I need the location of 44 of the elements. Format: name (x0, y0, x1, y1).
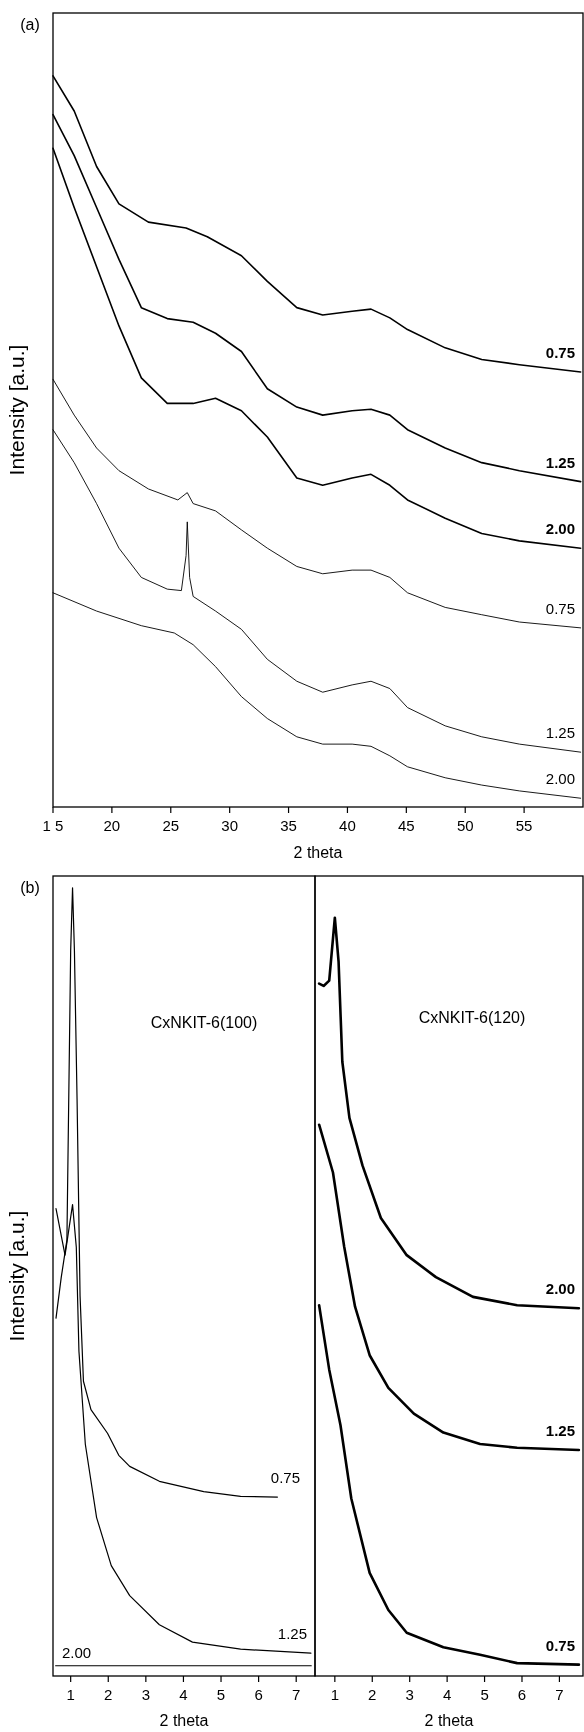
x-tick-label: 20 (103, 817, 121, 834)
series-label: 1.25 (545, 724, 575, 742)
x-tick-label: 30 (221, 817, 239, 834)
x-tick-label: 40 (339, 817, 356, 834)
series-label: 0.75 (270, 1469, 300, 1487)
y-axis-title: Intensity [a.u.] (5, 1210, 28, 1342)
x-tick-label: 7 (555, 1686, 564, 1703)
x-tick-label: 55 (515, 817, 533, 834)
x-tick-label: 2 (104, 1686, 113, 1703)
x-tick-label: 50 (456, 817, 474, 834)
series-label: 2.00 (62, 1643, 92, 1661)
x-tick-label: 4 (442, 1686, 452, 1703)
annotation: CxNKIT-6(100) (150, 1014, 258, 1031)
x-tick-label: 7 (292, 1686, 301, 1703)
x-tick-label: 5 (216, 1686, 226, 1703)
x-tick-label: 5 (480, 1686, 489, 1703)
x-tick-label: 3 (141, 1686, 151, 1703)
series-label: 1.25 (277, 1625, 307, 1643)
x-axis-title: 2 theta (159, 1712, 209, 1729)
series-label: 0.75 (545, 343, 575, 361)
x-tick-label: 1 (330, 1686, 340, 1703)
x-tick-label: 1 (66, 1686, 75, 1703)
x-axis-title: 2 theta (424, 1712, 474, 1729)
x-tick-label: 4 (179, 1686, 188, 1703)
series-label: 1.25 (545, 1422, 575, 1440)
x-tick-label: 6 (517, 1686, 527, 1703)
series-label: 2.00 (545, 770, 575, 788)
text: (b) (20, 879, 40, 896)
x-tick-label: 6 (254, 1686, 263, 1703)
y-axis-title: Intensity [a.u.] (5, 344, 28, 476)
series-label: 2.00 (545, 520, 575, 538)
text: (a) (20, 16, 40, 33)
x-axis-title: 2 theta (293, 844, 343, 861)
series-label: 1.25 (545, 453, 575, 471)
x-tick-label: 1 5 (42, 817, 64, 834)
x-tick-label: 2 (368, 1686, 377, 1703)
x-tick-label: 3 (405, 1686, 414, 1703)
x-tick-label: 35 (280, 817, 297, 834)
x-tick-label: 45 (397, 817, 415, 834)
series-label: 2.00 (545, 1280, 575, 1298)
x-tick-label: 25 (162, 817, 180, 834)
series-label: 0.75 (545, 1636, 575, 1654)
annotation: CxNKIT-6(120) (418, 1009, 526, 1026)
series-label: 0.75 (545, 599, 575, 617)
